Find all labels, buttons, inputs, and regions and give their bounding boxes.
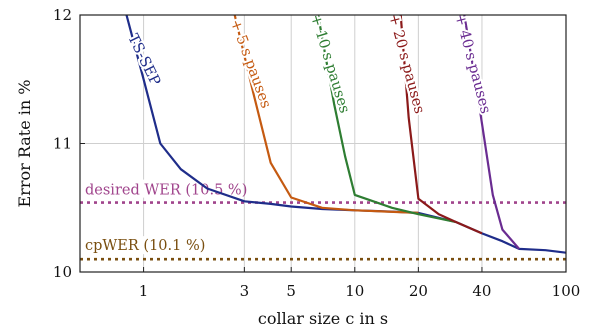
y-tick-label: 10 [53,263,72,281]
series-line [125,15,566,254]
series-line [463,15,520,250]
axes: 1 3 5 10 20 40 100 10 11 12 [53,6,580,300]
series-line [233,15,419,214]
x-tick-label: 1 [139,282,149,300]
x-tick-label: 10 [345,282,364,300]
plot-frame [79,14,567,273]
series-line [399,15,483,235]
x-tick-label: 40 [472,282,491,300]
reference-line-label: desired WER (10.5 %) [85,183,247,199]
y-tick-label: 12 [53,6,72,24]
y-tick-label: 11 [53,135,72,153]
reference-lines: desired WER (10.5 %) cpWER (10.1 %) [80,179,566,261]
x-tick-label: 3 [240,282,250,300]
series-lines [125,15,566,254]
x-tick-label: 5 [286,282,296,300]
y-axis-label: Error Rate in % [15,80,34,208]
series-label: + 10 s pauses [307,12,352,115]
reference-label-background [83,236,203,255]
x-axis-label: collar size c in s [258,309,388,328]
series-label: + 40 s pauses [451,12,493,115]
series-labels: TS-SEP + 5 s pauses + 10 s pauses + 20 s pa… [122,10,495,117]
series-label: + 5 s pauses [227,17,274,110]
x-tick-label: 100 [552,282,581,300]
series-label: + 20 s pauses [385,12,427,115]
x-tick-label: 20 [409,282,428,300]
series-line [317,15,456,223]
reference-line-label: cpWER (10.1 %) [85,238,205,254]
